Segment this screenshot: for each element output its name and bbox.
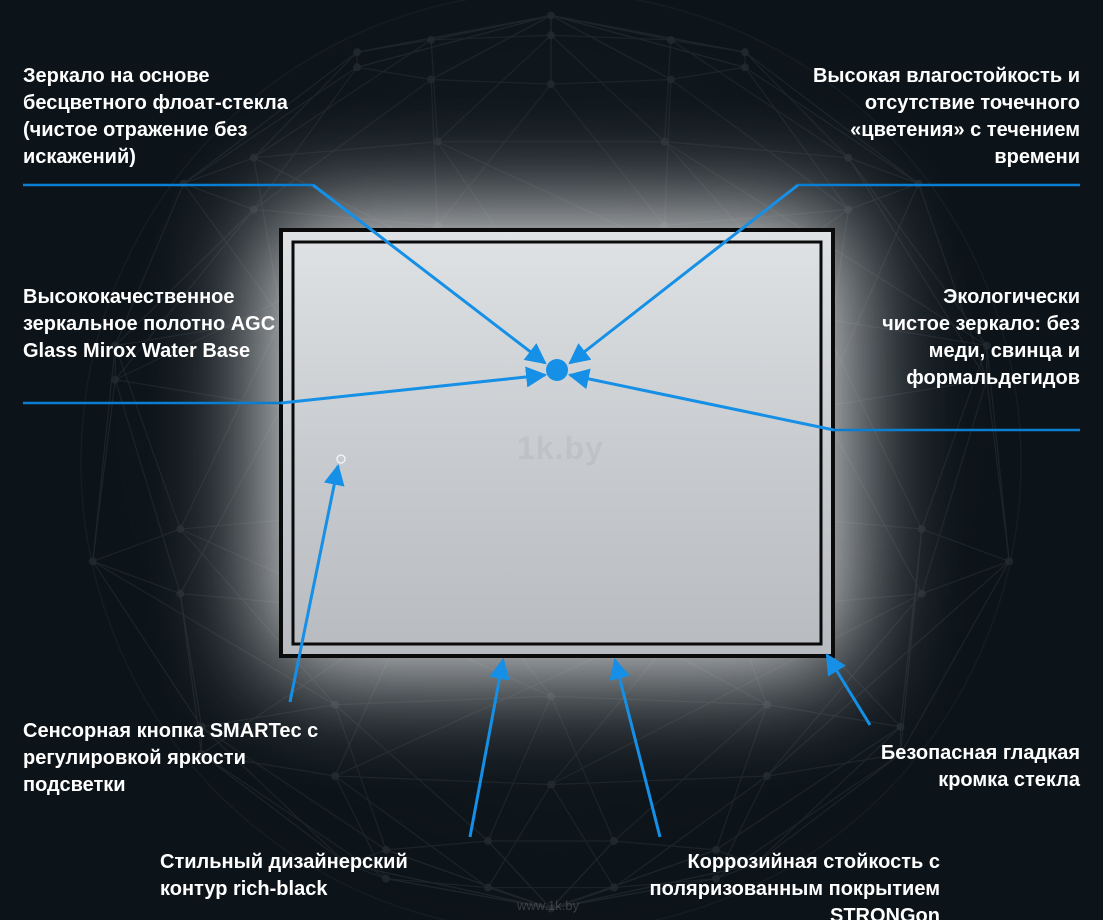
infographic-stage: 1k.by www.1k.by Зеркало на основе бесцве… — [0, 0, 1103, 920]
watermark-center: 1k.by — [517, 430, 604, 467]
label-smartec: Сенсорная кнопка SMARTec с регулировкой … — [23, 718, 333, 799]
label-eco: Экологически чистое зеркало: без меди, с… — [870, 284, 1080, 392]
label-edge: Безопасная гладкая кромка стекла — [830, 740, 1080, 794]
label-moisture: Высокая влагостойкость и отсутствие точе… — [800, 63, 1080, 171]
label-rich-black: Стильный дизайнерский контур rich-black — [160, 849, 460, 903]
label-strongon: Коррозийная стойкость с поляризованным п… — [620, 849, 940, 920]
watermark-footer: www.1k.by — [517, 898, 579, 913]
label-agc-glass: Высококачественное зеркальное полотно AG… — [23, 284, 283, 365]
label-float-glass: Зеркало на основе бесцветного флоат-стек… — [23, 63, 303, 171]
